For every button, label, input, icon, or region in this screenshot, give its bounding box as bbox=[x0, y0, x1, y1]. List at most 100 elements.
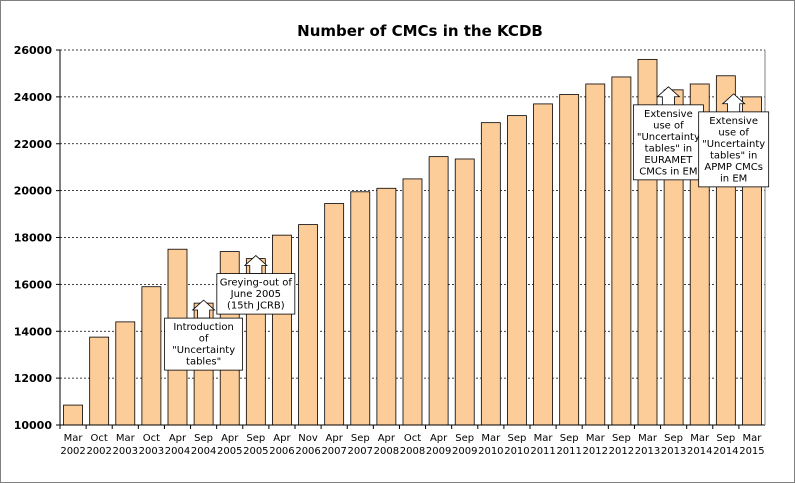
x-tick-label-year: 2010 bbox=[504, 446, 529, 457]
x-tick-label-month: Oct bbox=[404, 433, 421, 444]
bar bbox=[559, 94, 580, 426]
x-tick-label-year: 2011 bbox=[530, 446, 555, 457]
x-tick-label-month: Mar bbox=[64, 433, 84, 444]
x-tick-label-year: 2007 bbox=[348, 446, 373, 457]
bar bbox=[324, 203, 345, 426]
x-tick-label-year: 2012 bbox=[583, 446, 608, 457]
annotation-text: Extensive bbox=[709, 116, 758, 127]
x-tick-label-month: Sep bbox=[246, 433, 265, 444]
x-tick-label-month: Mar bbox=[481, 433, 501, 444]
annotation-text: tables" in bbox=[645, 143, 692, 154]
bar bbox=[611, 76, 632, 426]
annotation-text: (15th JCRB) bbox=[227, 301, 285, 312]
x-tick-label-month: Sep bbox=[508, 433, 527, 444]
x-tick-label-year: 2002 bbox=[60, 446, 85, 457]
x-tick-label-month: Oct bbox=[143, 433, 160, 444]
x-tick-label-year: 2008 bbox=[374, 446, 399, 457]
x-tick-label-year: 2002 bbox=[86, 446, 111, 457]
x-tick-label-month: Sep bbox=[194, 433, 213, 444]
x-tick-label-month: Sep bbox=[612, 433, 631, 444]
annotation-text: use of bbox=[653, 120, 684, 131]
x-tick-label-year: 2010 bbox=[478, 446, 503, 457]
bar bbox=[298, 224, 318, 426]
bar bbox=[428, 156, 449, 426]
bar bbox=[402, 178, 423, 426]
x-tick-label-year: 2006 bbox=[295, 446, 320, 457]
x-tick-label-year: 2012 bbox=[609, 446, 634, 457]
x-tick-label-month: Mar bbox=[116, 433, 136, 444]
bar bbox=[376, 187, 397, 426]
x-tick-label-year: 2003 bbox=[139, 446, 164, 457]
x-tick-label-month: Apr bbox=[273, 433, 291, 444]
x-tick-label-year: 2011 bbox=[556, 446, 581, 457]
annotation-text: "Uncertainty bbox=[702, 139, 765, 150]
bar bbox=[141, 286, 162, 426]
x-tick-label-year: 2005 bbox=[243, 446, 268, 457]
y-tick-label: 20000 bbox=[14, 185, 53, 198]
bar bbox=[585, 83, 606, 426]
x-axis-ticks: Mar2002Oct2002Mar2003Oct2003Apr2004Sep20… bbox=[59, 425, 765, 457]
x-tick-label-month: Mar bbox=[586, 433, 606, 444]
x-tick-label-year: 2003 bbox=[113, 446, 138, 457]
annotation-text: use of bbox=[718, 127, 749, 138]
x-tick-label-year: 2004 bbox=[165, 446, 190, 457]
bar bbox=[89, 336, 110, 426]
x-tick-label-month: Sep bbox=[664, 433, 683, 444]
annotation-box bbox=[698, 111, 770, 188]
x-tick-label-month: Mar bbox=[743, 433, 763, 444]
bars bbox=[63, 58, 762, 426]
x-tick-label-month: Nov bbox=[298, 433, 318, 444]
x-tick-label-year: 2008 bbox=[400, 446, 425, 457]
x-tick-label-month: Sep bbox=[455, 433, 474, 444]
annotation-text: "Uncertainty bbox=[637, 132, 700, 143]
annotation-text: CMCs in EM bbox=[639, 166, 697, 177]
annotation-text: Extensive bbox=[644, 109, 693, 120]
bar bbox=[533, 103, 553, 426]
y-tick-label: 26000 bbox=[14, 44, 53, 57]
x-tick-label-year: 2009 bbox=[452, 446, 477, 457]
y-tick-label: 12000 bbox=[14, 372, 53, 385]
x-tick-label-month: Apr bbox=[221, 433, 239, 444]
annotation-text: EURAMET bbox=[644, 155, 693, 166]
x-tick-label-year: 2007 bbox=[321, 446, 346, 457]
x-tick-label-year: 2015 bbox=[739, 446, 764, 457]
annotation-text: "Uncertainty bbox=[172, 345, 235, 356]
annotation-box bbox=[216, 273, 296, 315]
bar bbox=[63, 404, 83, 426]
x-tick-label-year: 2004 bbox=[191, 446, 216, 457]
x-tick-label-month: Sep bbox=[351, 433, 370, 444]
annotation-box bbox=[632, 104, 704, 181]
chart-title: Number of CMCs in the KCDB bbox=[297, 22, 543, 40]
x-tick-label-month: Sep bbox=[560, 433, 579, 444]
bar bbox=[480, 122, 501, 426]
x-tick-label-month: Sep bbox=[716, 433, 735, 444]
annotation-box bbox=[164, 317, 244, 371]
annotation-text: tables" in bbox=[710, 150, 757, 161]
bar bbox=[507, 115, 527, 426]
bar bbox=[115, 321, 136, 426]
annotation-text: June 2005 bbox=[230, 289, 281, 300]
x-tick-label-month: Apr bbox=[169, 433, 187, 444]
y-tick-label: 24000 bbox=[14, 91, 53, 104]
annotation-text: Introduction bbox=[173, 322, 234, 333]
x-tick-label-year: 2014 bbox=[687, 446, 712, 457]
annotation-text: in EM bbox=[720, 173, 747, 184]
annotation-text: Greying-out of bbox=[220, 278, 293, 289]
x-tick-label-month: Apr bbox=[326, 433, 344, 444]
y-tick-label: 22000 bbox=[14, 138, 53, 151]
x-tick-label-year: 2005 bbox=[217, 446, 242, 457]
y-tick-label: 10000 bbox=[14, 419, 53, 432]
bar bbox=[350, 191, 371, 426]
x-tick-label-year: 2014 bbox=[713, 446, 738, 457]
y-axis-ticks: 10000 12000 14000 16000 18000 20000 22000 24000… bbox=[14, 44, 60, 432]
x-tick-label-month: Mar bbox=[690, 433, 710, 444]
annotation-text: of bbox=[199, 334, 209, 345]
x-tick-label-month: Mar bbox=[534, 433, 554, 444]
x-tick-label-year: 2013 bbox=[661, 446, 686, 457]
annotation-text: APMP CMCs bbox=[704, 162, 763, 173]
